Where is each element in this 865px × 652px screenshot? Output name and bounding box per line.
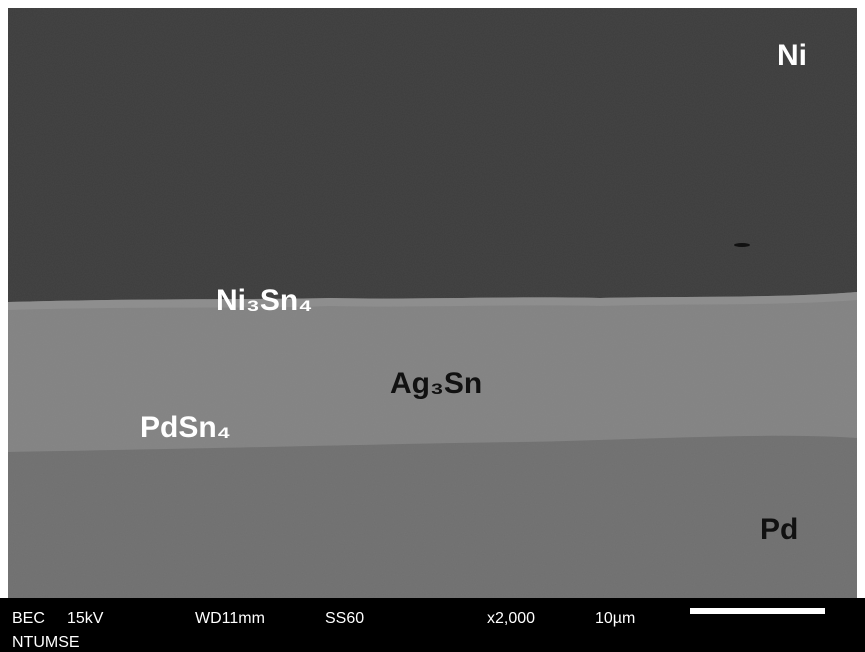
info-wd: WD11mm — [195, 610, 265, 627]
label-pd: Pd — [760, 513, 798, 546]
label-ni: Ni — [777, 39, 807, 72]
info-scale: 10µm — [595, 610, 635, 627]
label-pdsn4: PdSn₄ — [140, 411, 231, 444]
scale-bar — [690, 608, 825, 614]
label-ni3sn4: Ni₃Sn₄ — [216, 284, 313, 317]
info-bar — [0, 598, 865, 652]
page: Ni Ni₃Sn₄ Ag₃Sn PdSn₄ Pd BEC 15kV WD11mm… — [0, 0, 865, 652]
info-voltage: 15kV — [67, 610, 104, 627]
pore — [734, 243, 750, 247]
micrograph: Ni Ni₃Sn₄ Ag₃Sn PdSn₄ Pd BEC 15kV WD11mm… — [0, 0, 865, 652]
info-mode: BEC — [12, 610, 45, 627]
texture — [8, 8, 857, 598]
info-institution: NTUMSE — [12, 634, 80, 651]
info-mag: x2,000 — [487, 610, 535, 627]
info-ss: SS60 — [325, 610, 364, 627]
label-ag3sn: Ag₃Sn — [390, 367, 482, 400]
